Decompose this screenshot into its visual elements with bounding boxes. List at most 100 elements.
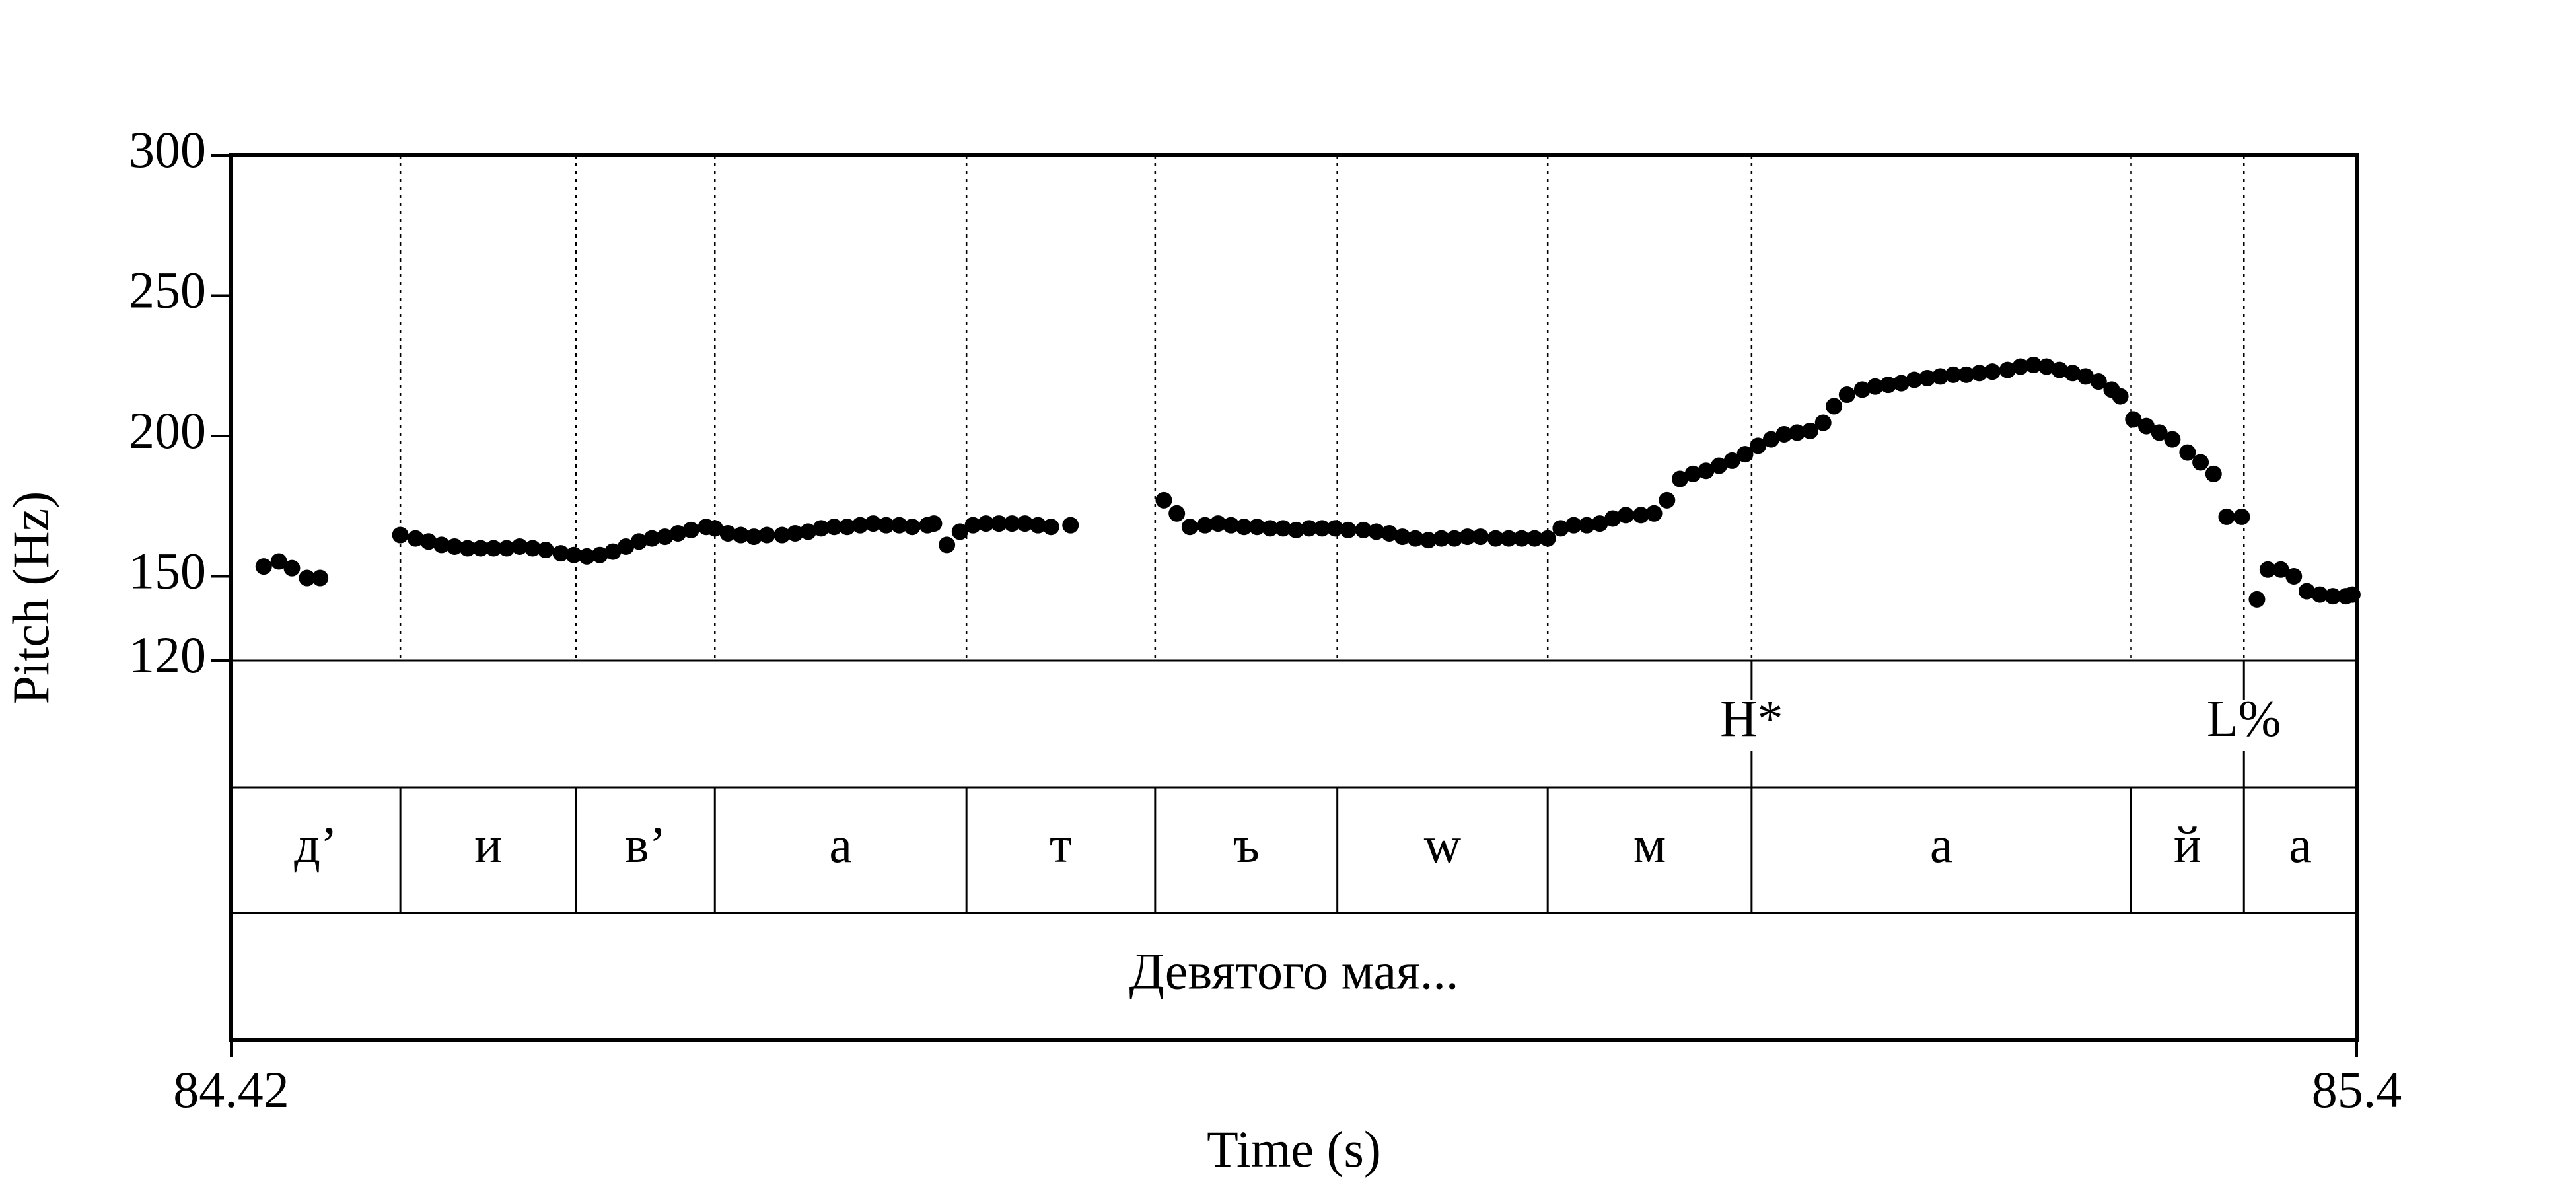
pitch-point: [2025, 356, 2042, 373]
pitch-point: [1062, 517, 1079, 534]
pitch-point: [1181, 519, 1198, 536]
pitch-point: [2343, 586, 2361, 603]
pitch-point: [2064, 365, 2081, 382]
pitch-point: [2272, 561, 2289, 578]
pitch-point: [1892, 375, 1910, 392]
pitch-point: [1645, 505, 1663, 522]
segment-label: а: [829, 816, 852, 873]
pitch-point: [839, 519, 856, 536]
pitch-point: [1632, 507, 1649, 524]
pitch-point: [420, 533, 437, 550]
pitch-point: [1235, 519, 1252, 536]
pitch-point: [865, 515, 882, 532]
pitch-point: [1698, 462, 1715, 480]
pitch-point: [407, 530, 424, 547]
pitch-point: [1814, 414, 1832, 431]
pitch-point: [2205, 465, 2222, 482]
pitch-point: [1407, 530, 1424, 547]
pitch-point: [890, 517, 908, 534]
pitch-point: [2233, 508, 2250, 525]
pitch-point: [299, 569, 316, 587]
pitch-point: [1287, 521, 1305, 538]
pitch-point: [1459, 528, 1476, 546]
pitch-point: [1003, 515, 1020, 532]
pitch-point: [1209, 515, 1227, 532]
pitch-point: [990, 515, 1007, 532]
pitch-point: [706, 520, 723, 537]
pitch-point: [2051, 361, 2068, 378]
x-axis-label: Time (s): [1207, 1120, 1381, 1178]
segment-label: в’: [625, 816, 666, 873]
y-axis-label: Pitch (Hz): [2, 491, 59, 705]
segment-label: w: [1424, 816, 1461, 873]
pitch-point: [669, 524, 686, 542]
y-tick-label: 150: [129, 542, 206, 599]
pitch-point: [878, 517, 895, 534]
pitch-point: [1301, 520, 1318, 537]
pitch-point: [1355, 521, 1372, 538]
pitch-point: [1155, 491, 1172, 509]
pitch-point: [1853, 381, 1871, 398]
pitch-point: [1867, 378, 1884, 395]
pitch-point: [2259, 561, 2276, 578]
pitch-point: [719, 524, 736, 542]
segment-label: а: [1930, 816, 1953, 873]
pitch-point: [1552, 520, 1569, 537]
pitch-point: [682, 521, 699, 538]
pitch-point: [1526, 530, 1543, 547]
pitch-point: [2137, 417, 2155, 435]
pitch-point: [630, 533, 647, 550]
pitch-point: [657, 528, 674, 546]
y-tick-label: 120: [129, 626, 206, 684]
y-tick-label: 300: [129, 121, 206, 178]
pitch-point: [2192, 454, 2209, 471]
pitch-point: [904, 519, 921, 536]
pitch-point: [1368, 523, 1385, 540]
pitch-point: [1671, 470, 1688, 487]
pitch-point: [459, 540, 476, 557]
pitch-point: [498, 540, 515, 557]
pitch-point: [1789, 424, 1806, 441]
pitch-point: [1802, 422, 1819, 439]
pitch-point: [1380, 524, 1398, 542]
pitch-point: [1617, 507, 1634, 524]
pitch-point: [1500, 530, 1517, 547]
pitch-point: [1826, 398, 1843, 415]
pitch-point: [1223, 517, 1240, 534]
segment-label: а: [2289, 816, 2312, 873]
pitch-point: [1604, 510, 1622, 527]
pitch-point: [2218, 508, 2235, 525]
y-tick-label: 200: [129, 402, 206, 459]
pitch-point: [1999, 361, 2016, 378]
tone-label: H*: [1720, 690, 1783, 747]
pitch-point: [787, 524, 804, 542]
pitch-point: [1958, 366, 1975, 383]
pitch-point: [939, 536, 956, 554]
pitch-point: [2012, 358, 2029, 375]
pitch-point: [2285, 568, 2303, 585]
pitch-point: [552, 545, 569, 562]
pitch-point: [1723, 452, 1740, 469]
pitch-point: [618, 538, 635, 555]
pitch-point: [2077, 368, 2094, 385]
pitch-point: [511, 538, 528, 555]
pitch-point: [1196, 517, 1213, 534]
pitch-point: [1017, 515, 1034, 532]
pitch-point: [312, 569, 329, 587]
pitch-point: [812, 520, 830, 537]
pitch-point: [964, 517, 982, 534]
pitch-point: [392, 526, 409, 544]
pitch-point: [270, 553, 287, 570]
pitch-point: [1042, 519, 1059, 536]
segment-label: д’: [294, 816, 338, 873]
pitch-point: [283, 559, 301, 577]
pitch-point: [733, 526, 750, 544]
y-tick-label: 250: [129, 261, 206, 318]
pitch-point: [579, 548, 596, 565]
pitch-point: [1030, 517, 1047, 534]
pitch-point: [1591, 515, 1608, 532]
pitch-point: [255, 558, 272, 575]
pitch-point: [745, 528, 762, 546]
pitch-point: [643, 530, 661, 547]
